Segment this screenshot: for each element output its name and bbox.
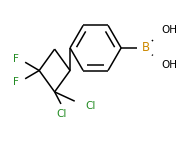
Text: B: B (142, 41, 150, 54)
Text: OH: OH (162, 60, 177, 70)
Text: Cl: Cl (86, 101, 96, 111)
Text: F: F (13, 77, 19, 87)
Text: OH: OH (162, 25, 177, 35)
Text: Cl: Cl (56, 109, 66, 119)
Text: F: F (13, 54, 19, 64)
